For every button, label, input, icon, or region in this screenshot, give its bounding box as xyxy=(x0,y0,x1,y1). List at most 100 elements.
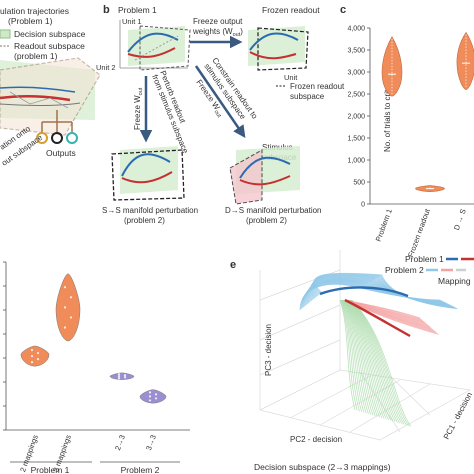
problem1-readout-plane xyxy=(139,25,191,71)
legend-problem1: Problem 1 xyxy=(405,254,444,264)
panel-c-letter: c xyxy=(340,4,346,16)
fr-traj-red xyxy=(249,51,297,60)
d-violin-point xyxy=(69,296,73,299)
e-traj-mapping xyxy=(351,299,410,427)
e-traj-problem2-blue xyxy=(314,272,458,310)
e-traj-mapping xyxy=(342,299,369,415)
d-violin-point xyxy=(63,286,67,289)
trajectory-thin xyxy=(9,91,69,109)
freeze-w-label: Freeze Wout xyxy=(133,87,144,130)
e-traj-mapping xyxy=(339,299,356,411)
e-traj-mapping xyxy=(347,299,394,422)
d-violin-point xyxy=(30,361,34,364)
c-ytick-label: 1,000 xyxy=(347,158,365,165)
e-traj-mapping xyxy=(346,299,389,421)
panel-a-legend-title: ulation trajectories xyxy=(0,6,69,16)
e-traj-mapping xyxy=(341,299,365,413)
ds-traj-blue xyxy=(239,156,291,179)
p1-dotted xyxy=(134,35,179,61)
c-xtick-label: Frozen readout xyxy=(406,207,432,259)
e-traj-mapping xyxy=(342,299,367,414)
d-violin xyxy=(139,389,167,404)
panel-c-violins xyxy=(381,31,474,192)
panel-a-legend-title2: (Problem 1) xyxy=(8,16,53,26)
e-traj-mapping xyxy=(340,299,360,412)
d-violin-point xyxy=(154,393,158,396)
ds-perturbation-plot: Stimulus subspace D→S manifold perturbat… xyxy=(225,143,322,225)
ds-traj-red xyxy=(239,175,291,186)
frozen-legend-label-2: subspace xyxy=(290,92,325,101)
c-ytick-label: 2,500 xyxy=(347,92,365,99)
e-traj-mapping xyxy=(340,299,358,411)
trajectory-red xyxy=(0,95,71,102)
panel-a: ulation trajectories (Problem 1) Decisio… xyxy=(0,6,101,168)
group2-label: Problem 2 xyxy=(121,465,160,474)
d-xtick-label: 3→3 xyxy=(144,434,158,452)
c-ytick-label: 2,000 xyxy=(347,114,365,121)
e-traj-mapping xyxy=(345,299,383,419)
e-traj-mapping xyxy=(346,299,387,420)
d-violin-point xyxy=(63,326,67,329)
frozen-legend-label-1: Frozen readout xyxy=(290,82,345,91)
c-ytick-label: 500 xyxy=(353,180,365,187)
frozen-decision-plane xyxy=(248,26,305,66)
unit2-label: Unit 2 xyxy=(96,63,116,72)
frozen-readout-plot: Frozen readout Unit Frozen readout subsp… xyxy=(248,5,345,101)
unit1-label: Unit 1 xyxy=(122,17,142,26)
panel-e: e Problem 1 Problem 2 Mapping PC3 - deci… xyxy=(230,250,474,472)
frozen-readout-title: Frozen readout xyxy=(262,5,320,15)
outputs-label: Outputs xyxy=(46,148,76,158)
panel-b: b Problem 1 Unit 1 Unit 2 Freeze output … xyxy=(96,4,345,225)
frozen-unit-ghost: Unit xyxy=(284,73,298,82)
e-traj-mapping xyxy=(343,299,372,415)
ss-caption-1: S→S manifold perturbation xyxy=(102,206,198,215)
d-xtick-label: 2→3 xyxy=(113,434,127,452)
panel-d-violins xyxy=(20,273,167,404)
c-xtick-label: D → S xyxy=(452,208,468,232)
e-traj-mapping xyxy=(350,299,405,425)
d-violin-point xyxy=(36,358,40,361)
panel-e-ylabel: PC1 - decision xyxy=(442,391,474,441)
e-traj-mapping xyxy=(348,299,396,423)
ss-decision-plane xyxy=(120,146,178,194)
e-traj-mapping xyxy=(344,299,378,417)
e-traj-mapping xyxy=(351,299,412,427)
constrain-arrow xyxy=(194,65,246,139)
panel-b-letter: b xyxy=(103,4,110,16)
frozen-readout-plane xyxy=(257,27,309,71)
ss-perturbation-plot: S→S manifold perturbation (problem 2) xyxy=(102,146,198,225)
panel-e-xlabel: PC2 - decision xyxy=(290,435,342,444)
d-violin-point xyxy=(63,306,67,309)
c-violin xyxy=(456,31,474,90)
ss-traj-blue xyxy=(121,153,171,177)
c-ytick-label: 3,000 xyxy=(347,70,365,77)
e-traj-mapping xyxy=(345,299,385,419)
legend-readout-label2: (problem 1) xyxy=(14,51,58,61)
problem1-decision-plane xyxy=(128,26,185,66)
d-violin xyxy=(20,345,50,367)
e-traj-mapping xyxy=(348,299,398,423)
d-violin-point xyxy=(30,354,34,358)
e-traj-mapping xyxy=(341,299,363,413)
c-ytick-label: 3,500 xyxy=(347,48,365,55)
legend-decision-swatch xyxy=(0,29,11,39)
d-violin-point xyxy=(123,376,127,379)
output-circle-black xyxy=(51,132,63,144)
e-traj-problem1-blue xyxy=(319,286,409,298)
d-violin-point xyxy=(117,377,121,380)
legend-mapping: Mapping xyxy=(438,276,471,286)
ds-caption-1: D→S manifold perturbation xyxy=(225,206,322,215)
fr-traj-blue xyxy=(249,32,299,51)
group1-label: Problem 1 xyxy=(31,465,70,474)
c-ytick-label: 0 xyxy=(361,202,365,209)
d-violin-point xyxy=(36,351,40,355)
e-traj-mapping xyxy=(349,299,403,425)
trajectory-grey xyxy=(0,102,81,106)
e-traj-mapping xyxy=(343,299,374,416)
d-violin-point xyxy=(148,395,152,398)
legend-decision-label: Decision subspace xyxy=(14,29,86,39)
ss-traj-red xyxy=(121,171,173,184)
p1-traj-blue xyxy=(127,32,179,53)
d-violin-point xyxy=(30,348,34,352)
